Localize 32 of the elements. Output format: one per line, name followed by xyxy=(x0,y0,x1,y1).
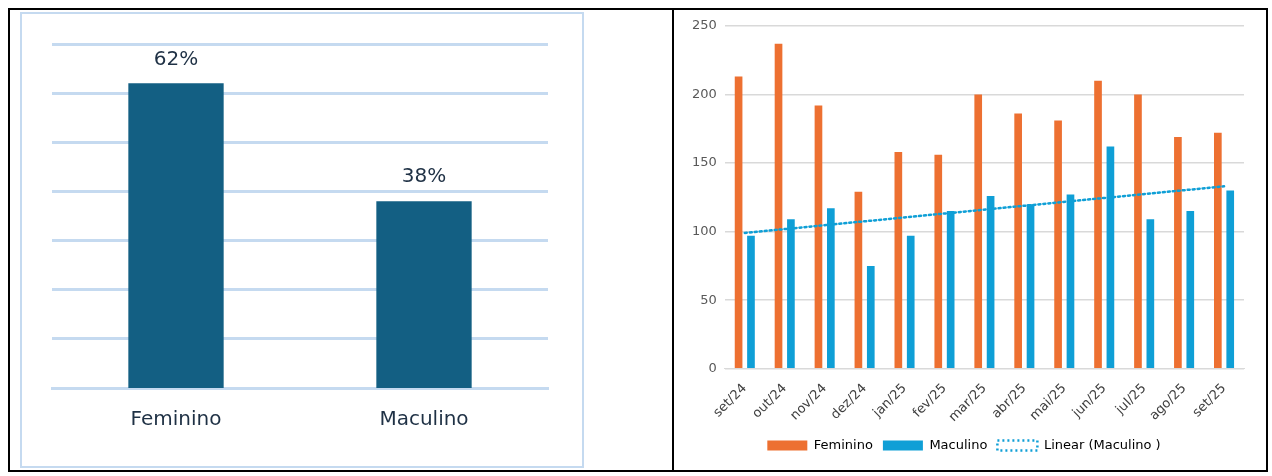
legend-label: Maculino xyxy=(929,436,988,452)
x-tick-label: Feminino xyxy=(130,406,222,431)
bar xyxy=(1134,94,1142,369)
bar xyxy=(974,94,983,369)
data-label: 62% xyxy=(153,45,199,70)
bar xyxy=(854,191,863,369)
bar xyxy=(1186,211,1195,369)
bar xyxy=(1094,80,1102,369)
bar xyxy=(814,105,823,369)
y-tick-label: 150 xyxy=(691,154,717,170)
legend-label: Linear (Maculino ) xyxy=(1043,436,1161,452)
y-tick-label: 200 xyxy=(691,85,717,101)
bar xyxy=(1214,132,1222,369)
bar xyxy=(774,43,783,369)
y-tick-label: 0 xyxy=(708,360,717,376)
bar xyxy=(866,265,875,369)
bar xyxy=(894,152,903,369)
data-label: 38% xyxy=(401,163,447,188)
y-tick-label: 250 xyxy=(691,17,717,33)
y-tick-label: 50 xyxy=(700,291,717,307)
bar xyxy=(747,235,755,369)
legend-label: Feminino xyxy=(813,436,873,452)
x-tick-label: Maculino xyxy=(379,406,469,431)
bar xyxy=(906,235,915,369)
bar xyxy=(1226,190,1235,369)
y-tick-label: 100 xyxy=(691,222,717,238)
bar xyxy=(934,154,943,369)
bar xyxy=(1014,113,1022,369)
bar xyxy=(734,76,743,369)
bar xyxy=(1054,120,1062,369)
bar xyxy=(1146,219,1155,369)
bar xyxy=(1174,136,1182,369)
